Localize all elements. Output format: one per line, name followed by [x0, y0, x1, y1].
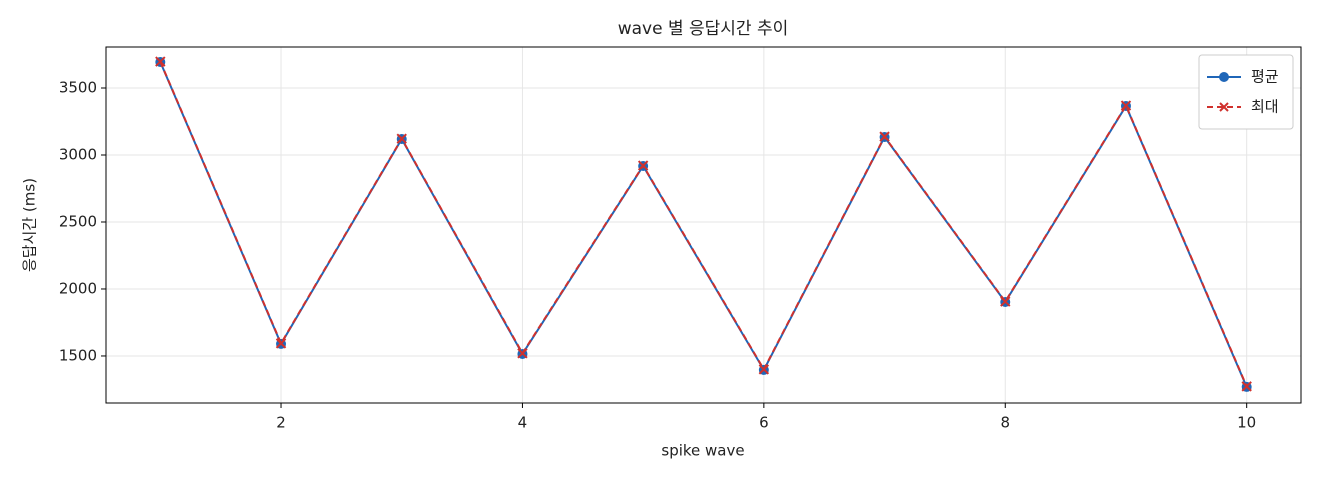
point [879, 131, 890, 142]
x-tick-label: 8 [1000, 414, 1010, 432]
point [1120, 100, 1132, 111]
legend-label: 최대 [1251, 98, 1279, 116]
x-tick-label: 2 [276, 414, 286, 432]
point [517, 348, 528, 359]
x-tick-label: 10 [1237, 414, 1256, 432]
y-tick-label: 2500 [59, 212, 97, 230]
x-tick-label: 6 [759, 414, 769, 432]
y-axis-label: 응답시간 (ms) [21, 178, 39, 272]
y-tick-label: 3000 [59, 145, 97, 163]
point [1241, 381, 1252, 392]
point [1000, 296, 1011, 307]
point [637, 160, 649, 171]
y-tick-label: 2000 [59, 279, 97, 297]
legend-marker [1219, 102, 1229, 112]
point [396, 133, 407, 144]
legend-label: 평균 [1251, 68, 1279, 86]
plot-frame [105, 46, 1302, 404]
y-tick-label: 1500 [59, 346, 97, 364]
chart-title: wave 별 응답시간 추이 [618, 19, 789, 39]
point [275, 338, 287, 349]
point [155, 56, 166, 67]
x-tick-label: 4 [518, 414, 528, 432]
legend-marker [1219, 72, 1229, 82]
y-tick-label: 3500 [59, 78, 97, 96]
point [758, 364, 770, 375]
legend-box [1198, 54, 1294, 130]
series-line [159, 61, 1248, 387]
x-axis-label: spike wave [661, 442, 744, 460]
